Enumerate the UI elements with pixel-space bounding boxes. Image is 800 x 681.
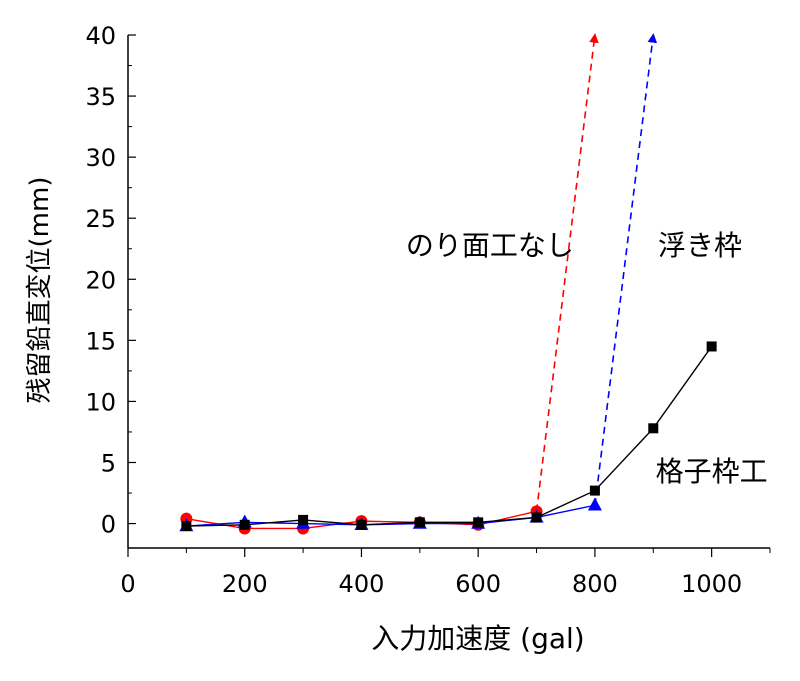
annotation-label: のり面工なし: [406, 229, 574, 262]
data-point: [589, 485, 600, 496]
x-axis-title: 入力加速度 (gal): [371, 622, 584, 655]
x-axis-ticks: 0 200 400 600 800 1000: [120, 548, 771, 598]
y-tick-label: 0: [101, 511, 116, 539]
data-point: [239, 519, 250, 530]
data-point: [414, 517, 425, 528]
data-point: [706, 341, 717, 352]
y-tick-label: 10: [85, 388, 116, 416]
y-tick-label: 5: [101, 450, 116, 478]
annotation-label: 格子枠工: [656, 455, 768, 488]
data-point: [531, 512, 542, 523]
data-point: [356, 519, 367, 530]
y-tick-label: 30: [85, 144, 116, 172]
y-axis-ticks: 0 5 10 15 20 25 30 35 40: [85, 22, 136, 539]
x-tick-label: 1000: [681, 570, 742, 598]
data-point: [181, 521, 192, 532]
series-triangle: [179, 33, 658, 532]
y-tick-label: 25: [85, 205, 116, 233]
y-tick-label: 20: [85, 266, 116, 294]
annotation-label: 浮き枠: [658, 229, 742, 262]
series-circle: [180, 33, 599, 535]
y-tick-label: 15: [85, 327, 116, 355]
y-axis-title: 残留鉛直変位(mm): [25, 177, 55, 404]
y-tick-label: 40: [85, 22, 116, 50]
x-tick-label: 400: [339, 570, 385, 598]
data-point: [473, 517, 484, 528]
x-tick-label: 800: [572, 570, 618, 598]
data-point: [298, 514, 309, 525]
series-square: [181, 341, 717, 532]
series-line: [186, 346, 713, 527]
x-tick-label: 600: [455, 570, 501, 598]
data-point: [648, 423, 659, 434]
y-tick-label: 35: [85, 83, 116, 111]
extension-arrow: [535, 33, 599, 512]
x-tick-label: 200: [222, 570, 268, 598]
series-layer: [179, 33, 717, 535]
extension-arrow: [594, 33, 658, 506]
data-point: [587, 497, 602, 511]
x-tick-label: 0: [120, 570, 135, 598]
